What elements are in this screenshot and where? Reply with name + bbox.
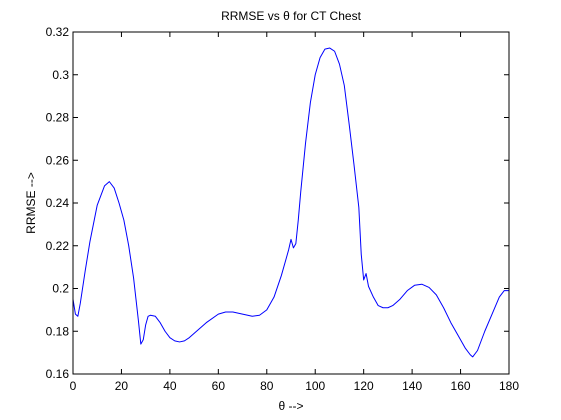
x-tick-label: 20 (115, 379, 129, 393)
x-tick-label: 140 (402, 379, 422, 393)
x-tick-label: 60 (212, 379, 226, 393)
x-tick-label: 0 (70, 379, 77, 393)
y-tick-label: 0.3 (52, 68, 69, 82)
y-tick-label: 0.26 (46, 153, 70, 167)
x-tick-label: 160 (451, 379, 471, 393)
series-layer (72, 47, 509, 358)
plot-area (73, 32, 509, 374)
x-axis-label: θ --> (278, 399, 303, 413)
y-axis-ticks: 0.16 0.18 0.2 0.22 0.24 0.26 0.28 0.3 0.32 (46, 25, 509, 381)
y-axis-label: RRMSE --> (24, 172, 38, 234)
x-tick-label: 80 (260, 379, 274, 393)
y-tick-label: 0.18 (46, 324, 70, 338)
y-tick-label: 0.2 (52, 282, 69, 296)
x-tick-label: 40 (163, 379, 177, 393)
series-line-0 (72, 47, 509, 358)
y-tick-label: 0.32 (46, 25, 70, 39)
x-tick-label: 180 (499, 379, 519, 393)
y-tick-label: 0.28 (46, 111, 70, 125)
y-tick-label: 0.22 (46, 239, 70, 253)
chart-title: RRMSE vs θ for CT Chest (221, 9, 361, 23)
x-tick-label: 120 (354, 379, 374, 393)
y-tick-label: 0.16 (46, 367, 70, 381)
x-axis-ticks: 0 20 40 60 80 100 120 140 160 180 (70, 32, 519, 393)
y-tick-label: 0.24 (46, 196, 70, 210)
x-tick-label: 100 (305, 379, 325, 393)
